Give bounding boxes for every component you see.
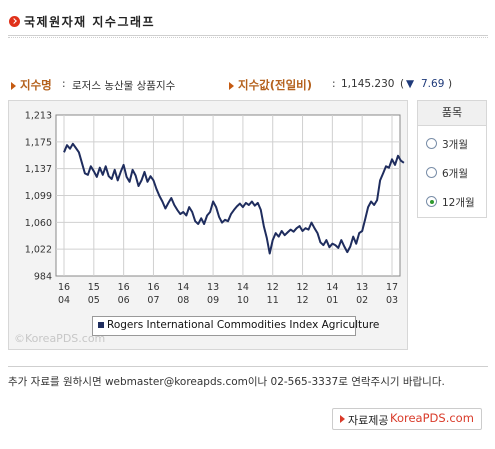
source-label: 자료제공 <box>348 414 389 427</box>
x-tick-label: 13 <box>207 282 219 293</box>
legend-swatch <box>98 322 104 328</box>
watermark: ©KoreaPDS.com <box>14 332 106 345</box>
y-tick-label: 984 <box>34 272 52 283</box>
x-tick-label: 15 <box>88 282 100 293</box>
x-tick-label: 01 <box>326 295 338 306</box>
index-name-label: 지수명 <box>20 78 52 92</box>
x-tick-label: 12 <box>296 295 308 306</box>
y-tick-label: 1,175 <box>25 137 52 148</box>
footer-divider <box>8 366 488 367</box>
x-tick-label: 09 <box>207 295 219 306</box>
x-tick-label: 03 <box>386 295 398 306</box>
x-tick-label: 16 <box>58 282 70 293</box>
x-tick-label: 02 <box>356 295 368 306</box>
y-tick-label: 1,213 <box>25 111 52 122</box>
x-tick-label: 17 <box>386 282 398 293</box>
triangle-bullet-icon <box>340 415 345 423</box>
triangle-bullet-icon <box>229 82 234 90</box>
legend-series-label: Rogers International Commodities Index A… <box>107 319 380 331</box>
x-tick-label: 12 <box>267 282 279 293</box>
y-tick-label: 1,022 <box>25 245 52 256</box>
index-name-colon: : <box>62 78 66 90</box>
x-tick-label: 16 <box>147 282 159 293</box>
x-tick-label: 10 <box>237 295 249 306</box>
x-tick-label: 13 <box>356 282 368 293</box>
page-title: 국제원자재 지수그래프 <box>24 15 156 29</box>
period-6m-label[interactable]: 6개월 <box>442 168 469 180</box>
change-value: 7.69 <box>421 78 445 90</box>
period-3m-radio[interactable] <box>426 138 437 149</box>
y-tick-label: 1,099 <box>25 191 52 202</box>
index-value-colon: : <box>332 78 336 90</box>
index-name-value: 로저스 농산물 상품지수 <box>72 80 176 92</box>
index-value-label: 지수값(전일비) <box>238 78 312 92</box>
x-tick-label: 06 <box>118 295 130 306</box>
source-link[interactable]: KoreaPDS.com <box>390 411 474 425</box>
contact-notice: 추가 자료를 원하시면 webmaster@koreapds.com이나 02-… <box>8 376 445 388</box>
series-line <box>63 142 405 255</box>
header-dotted-divider <box>8 37 488 38</box>
x-tick-label: 14 <box>326 282 338 293</box>
change-close-paren: ) <box>448 78 453 90</box>
arrow-circle-icon <box>9 16 20 27</box>
y-tick-label: 1,060 <box>25 218 52 229</box>
header-divider <box>8 35 488 36</box>
change-open-paren: ( <box>400 78 405 90</box>
x-tick-label: 07 <box>147 295 159 306</box>
source-badge[interactable] <box>332 408 482 430</box>
x-tick-label: 16 <box>118 282 130 293</box>
x-tick-label: 08 <box>177 295 189 306</box>
period-selector-header: 품목 <box>418 101 486 126</box>
x-tick-label: 11 <box>267 295 279 306</box>
period-12m-label[interactable]: 12개월 <box>442 197 475 209</box>
period-12m-radio[interactable] <box>426 196 437 207</box>
x-tick-label: 14 <box>237 282 249 293</box>
chart-legend <box>92 316 356 336</box>
x-tick-label: 04 <box>58 295 70 306</box>
y-tick-label: 1,137 <box>25 164 52 175</box>
x-tick-label: 05 <box>88 295 100 306</box>
period-6m-radio[interactable] <box>426 167 437 178</box>
period-3m-label[interactable]: 3개월 <box>442 139 469 151</box>
x-tick-label: 14 <box>177 282 189 293</box>
down-arrow-icon: ▼ <box>406 78 415 90</box>
x-tick-label: 12 <box>296 282 308 293</box>
line-chart: 1,213 1,175 1,137 1,099 1,060 1,022 984 16 04 15 0… <box>25 111 405 306</box>
index-value: 1,145.230 <box>341 78 395 90</box>
triangle-bullet-icon <box>11 82 16 90</box>
